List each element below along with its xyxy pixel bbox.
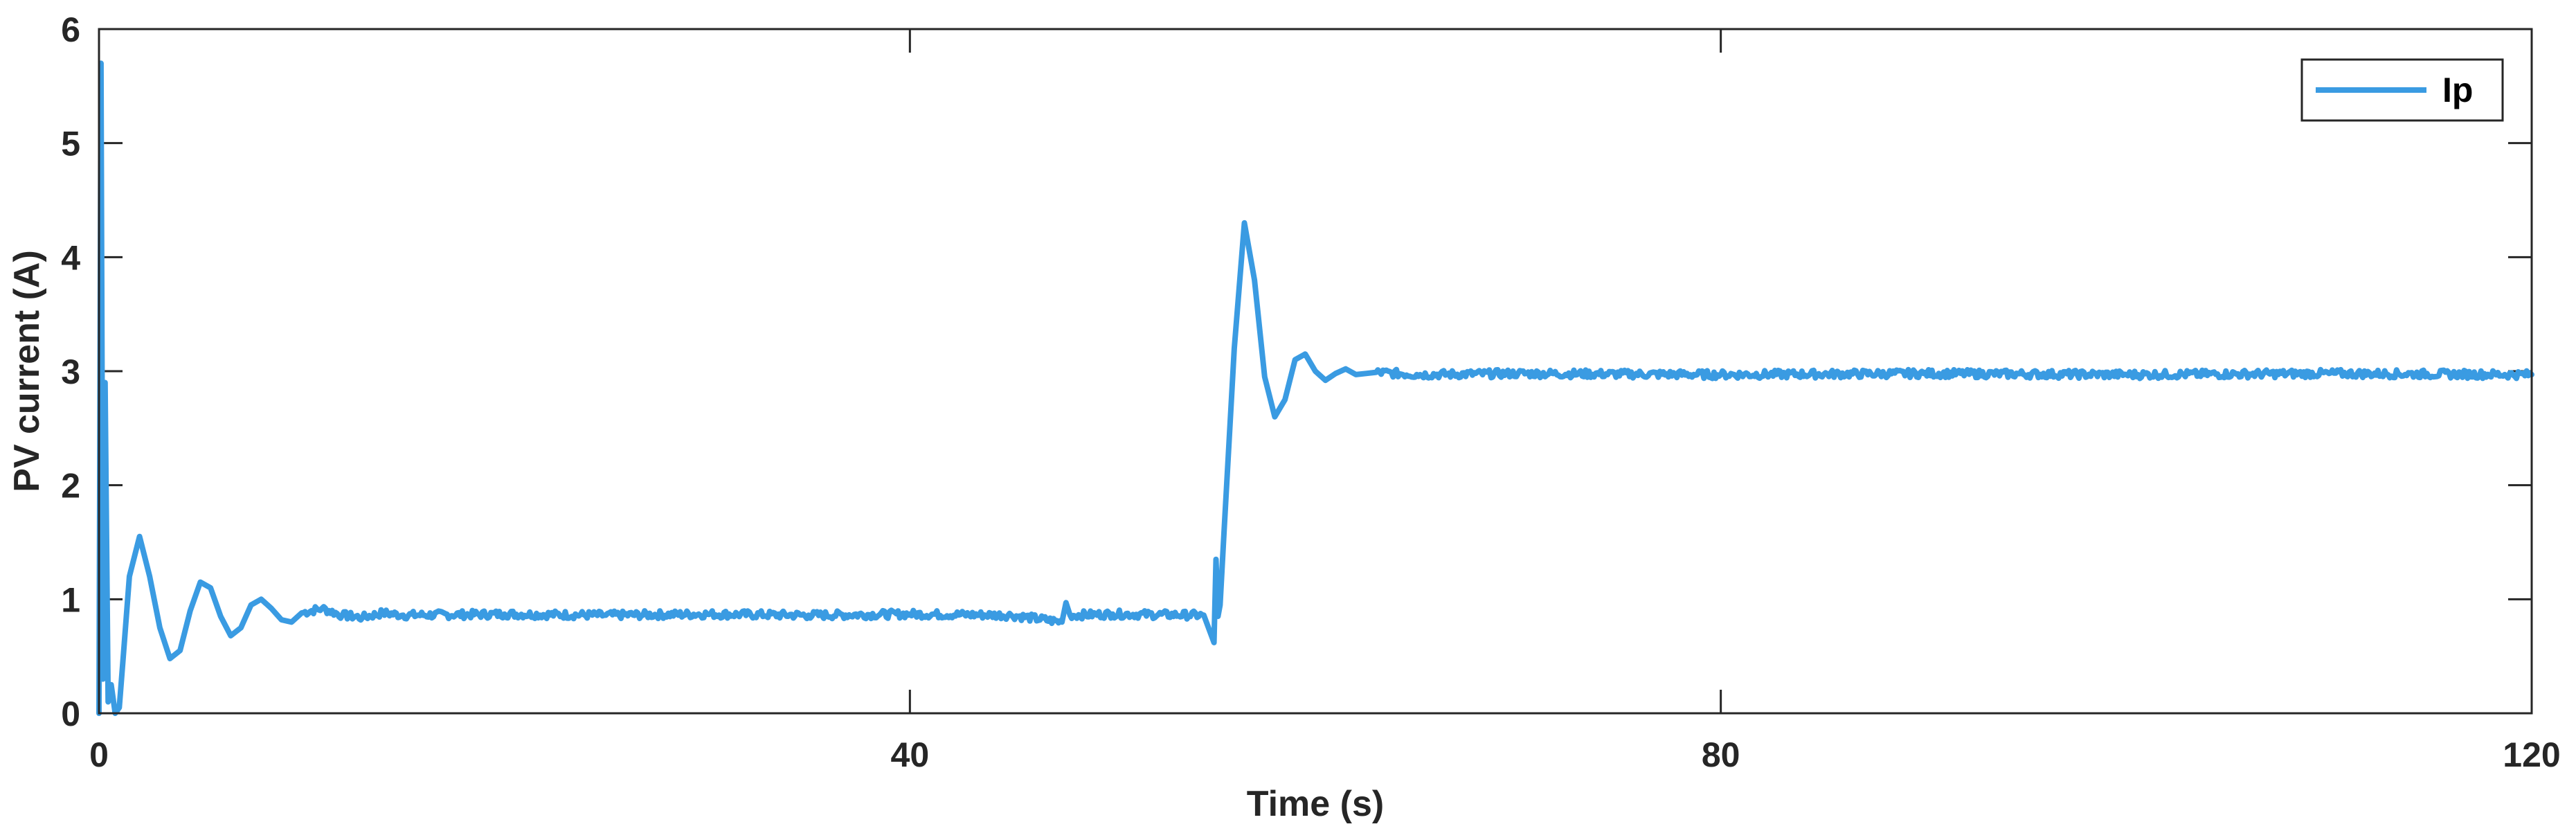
y-tick-label: 4 [61,238,80,277]
x-tick-label: 40 [891,735,930,774]
series-layer [96,60,2534,716]
x-tick-label: 120 [2503,735,2560,774]
legend: Ip [2300,58,2504,122]
x-axis-label: Time (s) [1247,784,1384,824]
y-axis-label: PV current (A) [7,250,47,492]
y-tick-label: 6 [61,10,80,49]
y-tick-label: 2 [61,467,80,506]
series-line-ip [96,60,2534,716]
legend-label-ip: Ip [2442,71,2473,109]
x-tick-label: 80 [1702,735,1740,774]
y-tick-label: 3 [61,352,80,391]
y-tick-label: 0 [61,695,80,733]
plot-frame [98,28,2533,715]
x-tick-label: 0 [89,735,109,774]
y-tick-label: 5 [61,125,80,163]
y-tick-label: 1 [61,580,80,619]
tick-labels: 0 40 80 120 0 1 2 3 4 5 6 [61,10,2561,774]
